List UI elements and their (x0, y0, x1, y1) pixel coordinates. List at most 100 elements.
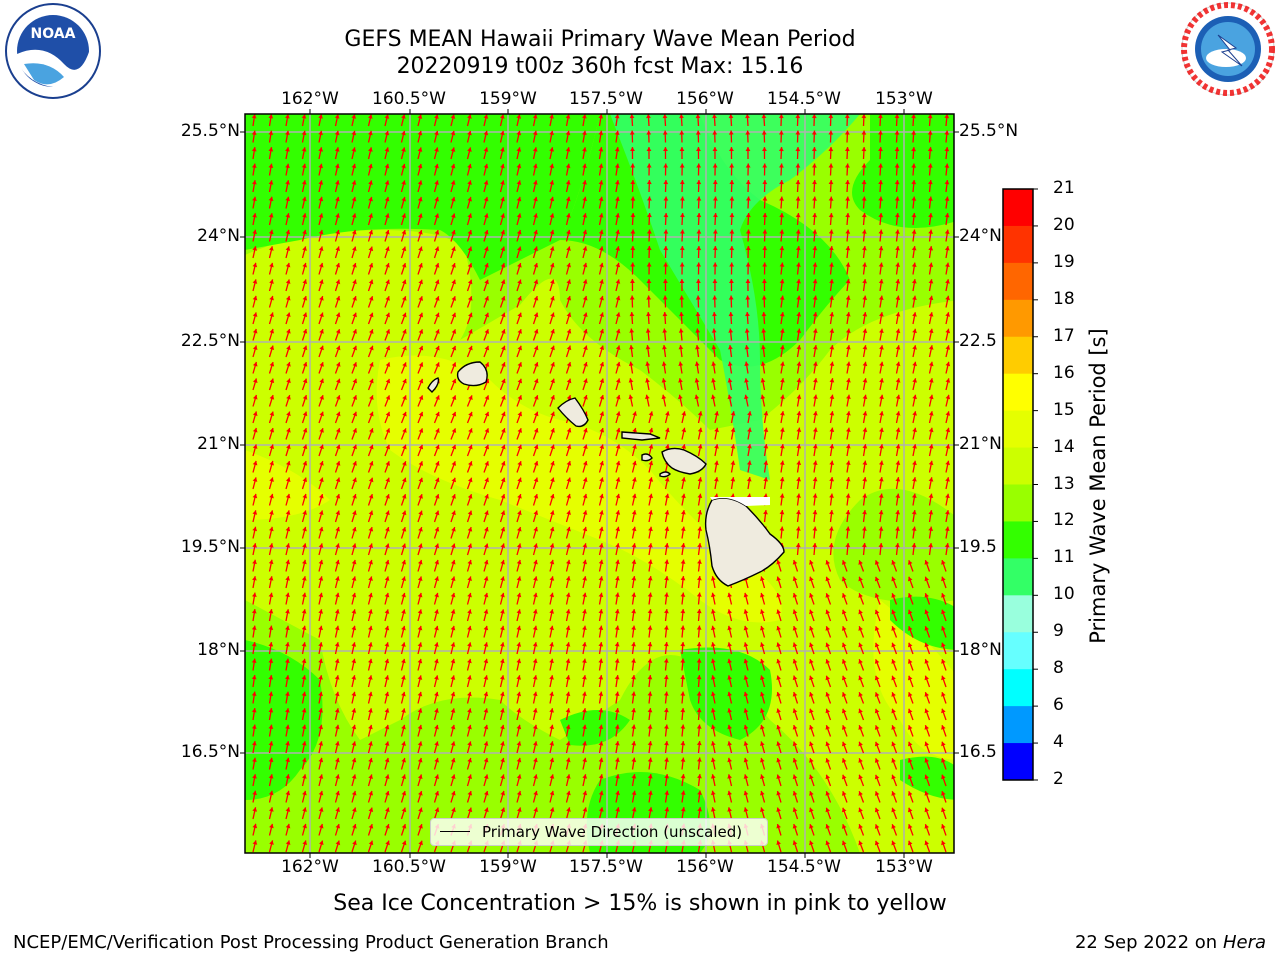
wave-arrow-head (927, 130, 933, 135)
wave-arrow-head (417, 642, 423, 647)
wave-arrow-head (516, 114, 522, 119)
wave-arrow-head (319, 494, 324, 499)
wave-arrow-head (285, 229, 291, 235)
wave-arrow-head (582, 592, 587, 598)
wave-arrow-head (727, 675, 732, 680)
wave-arrow-head (779, 460, 785, 465)
wave-arrow-head (846, 427, 851, 433)
wave-arrow-head (351, 807, 357, 813)
wave-arrow-head (468, 312, 473, 318)
wave-arrow-head (664, 477, 670, 482)
wave-arrow-head (841, 576, 847, 582)
wave-arrow-head (941, 725, 946, 730)
wave-arrow-head (500, 724, 505, 730)
noaa-logo-text: NOAA (31, 26, 76, 42)
wave-arrow-head (829, 295, 835, 300)
wave-arrow-head (268, 691, 274, 696)
wave-arrow-head (252, 444, 258, 449)
wave-arrow-head (944, 229, 950, 234)
wave-arrow-head (533, 444, 539, 450)
wave-arrow-head (467, 494, 473, 499)
wave-arrow-head (583, 428, 588, 433)
wave-arrow-head (252, 229, 257, 235)
wave-arrow-head (727, 609, 732, 614)
wave-arrow-head (663, 675, 669, 680)
wave-arrow-head (301, 625, 307, 631)
wave-arrow-head (500, 741, 505, 746)
wave-arrow-head (924, 824, 930, 829)
wave-arrow-head (874, 659, 880, 664)
wave-arrow-head (468, 411, 473, 417)
wave-arrow-head (368, 559, 373, 565)
wave-arrow-head (664, 592, 669, 597)
wave-arrow-head (599, 444, 605, 449)
wave-arrow-head (401, 757, 406, 763)
wave-arrow-head (401, 559, 407, 565)
wave-arrow-head (861, 180, 867, 185)
wave-arrow-head (825, 840, 831, 846)
wave-arrow-head (941, 708, 946, 714)
wave-arrow-head (911, 543, 917, 548)
wave-arrow-head (582, 658, 587, 664)
wave-arrow-head (467, 576, 472, 581)
wave-arrow-head (845, 543, 851, 548)
wave-arrow-head (467, 741, 472, 746)
wave-arrow-head (301, 147, 307, 152)
wave-arrow-head (664, 741, 669, 746)
wave-arrow-head (729, 147, 734, 152)
wave-arrow-head (647, 642, 653, 647)
wave-arrow-head (467, 263, 473, 268)
wave-arrow-head (385, 329, 391, 334)
colorbar-tick-label: 19 (1053, 251, 1075, 272)
wave-arrow-head (484, 329, 490, 334)
wave-arrow-head (681, 493, 686, 499)
wave-arrow-head (418, 362, 424, 367)
wave-arrow-head (874, 626, 880, 631)
wave-arrow-head (878, 196, 884, 201)
wave-arrow-head (714, 411, 719, 416)
wave-arrow-head (434, 213, 440, 219)
wave-arrow-head (841, 840, 847, 846)
wave-arrow-head (615, 477, 621, 482)
wave-arrow-head (761, 328, 767, 333)
wave-arrow-head (301, 196, 307, 202)
wave-arrow-head (760, 724, 765, 730)
wave-arrow-head (841, 774, 847, 780)
wave-arrow-head (467, 510, 473, 516)
wave-arrow-head (302, 395, 308, 400)
wave-arrow-head (533, 494, 539, 499)
wave-arrow-head (335, 428, 341, 433)
wave-arrow-head (285, 757, 290, 763)
wave-arrow-head (631, 642, 636, 647)
wave-arrow-head (484, 477, 489, 483)
colorbar-tick-label: 21 (1053, 178, 1075, 198)
lon-label: 154.5°W (767, 89, 841, 109)
wave-arrow-head (728, 312, 734, 317)
wave-arrow-head (517, 428, 523, 433)
colorbar-segment (1003, 373, 1033, 412)
wave-arrow-head (664, 724, 669, 729)
wave-arrow-head (335, 543, 340, 548)
wave-arrow-head (450, 708, 456, 713)
wave-arrow-head (895, 411, 901, 416)
wave-arrow-head (286, 312, 291, 318)
wave-arrow-head (368, 741, 373, 746)
wave-arrow-head (858, 758, 863, 763)
wave-arrow-head (516, 807, 522, 813)
wave-arrow-head (335, 741, 340, 746)
wave-arrow-head (730, 493, 736, 498)
wave-arrow-head (825, 576, 831, 582)
wave-arrow-head (334, 114, 340, 119)
wave-arrow-head (483, 724, 489, 730)
wave-arrow-head (858, 824, 863, 829)
wave-arrow-head (335, 196, 340, 202)
wave-arrow-head (924, 560, 930, 565)
wave-arrow-head (483, 691, 489, 697)
wave-arrow-head (646, 312, 651, 317)
wave-arrow-head (812, 213, 818, 218)
wave-arrow-head (776, 824, 781, 829)
wave-arrow-head (928, 427, 934, 433)
wave-arrow-head (301, 774, 307, 779)
wave-arrow-head (269, 460, 274, 466)
wave-arrow-head (385, 345, 391, 351)
